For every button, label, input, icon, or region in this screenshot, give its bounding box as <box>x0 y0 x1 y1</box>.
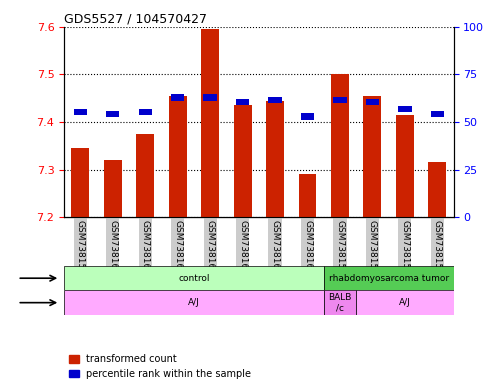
Bar <box>363 96 382 217</box>
Bar <box>268 97 282 103</box>
Bar <box>201 29 219 217</box>
Bar <box>398 106 412 113</box>
Bar <box>324 266 454 290</box>
Text: control: control <box>178 274 210 283</box>
Text: A/J: A/J <box>399 298 411 307</box>
Bar <box>236 99 249 105</box>
Bar <box>71 148 89 217</box>
Bar <box>171 94 184 101</box>
Text: GSM738159: GSM738159 <box>433 220 442 275</box>
Bar <box>431 111 444 117</box>
Text: A/J: A/J <box>188 298 200 307</box>
Text: GSM738157: GSM738157 <box>368 220 377 275</box>
Bar <box>266 101 284 217</box>
Bar <box>396 115 414 217</box>
Text: GSM738162: GSM738162 <box>173 220 182 275</box>
Bar <box>301 113 314 119</box>
Text: GSM738163: GSM738163 <box>303 220 312 275</box>
Bar <box>64 266 324 290</box>
Bar <box>104 160 122 217</box>
Bar <box>204 94 217 101</box>
Text: GSM738166: GSM738166 <box>271 220 280 275</box>
Text: BALB
/c: BALB /c <box>328 293 352 312</box>
Bar <box>366 99 379 105</box>
Bar <box>136 134 154 217</box>
Text: rhabdomyosarcoma tumor: rhabdomyosarcoma tumor <box>329 274 449 283</box>
Bar <box>428 162 446 217</box>
Bar <box>324 290 356 315</box>
Text: GSM738156: GSM738156 <box>76 220 85 275</box>
Bar <box>356 290 454 315</box>
Bar <box>73 109 87 115</box>
Text: GSM738160: GSM738160 <box>108 220 117 275</box>
Text: GSM738164: GSM738164 <box>206 220 214 275</box>
Text: GSM738161: GSM738161 <box>141 220 150 275</box>
Bar <box>106 111 119 117</box>
Legend: transformed count, percentile rank within the sample: transformed count, percentile rank withi… <box>69 354 251 379</box>
Bar <box>331 74 349 217</box>
Bar <box>333 97 347 103</box>
Text: GSM738155: GSM738155 <box>335 220 345 275</box>
Text: GDS5527 / 104570427: GDS5527 / 104570427 <box>64 13 207 26</box>
Bar <box>139 109 152 115</box>
Bar <box>299 174 317 217</box>
Bar <box>64 290 324 315</box>
Bar <box>169 96 187 217</box>
Bar <box>234 105 251 217</box>
Text: GSM738165: GSM738165 <box>238 220 247 275</box>
Text: GSM738158: GSM738158 <box>400 220 409 275</box>
